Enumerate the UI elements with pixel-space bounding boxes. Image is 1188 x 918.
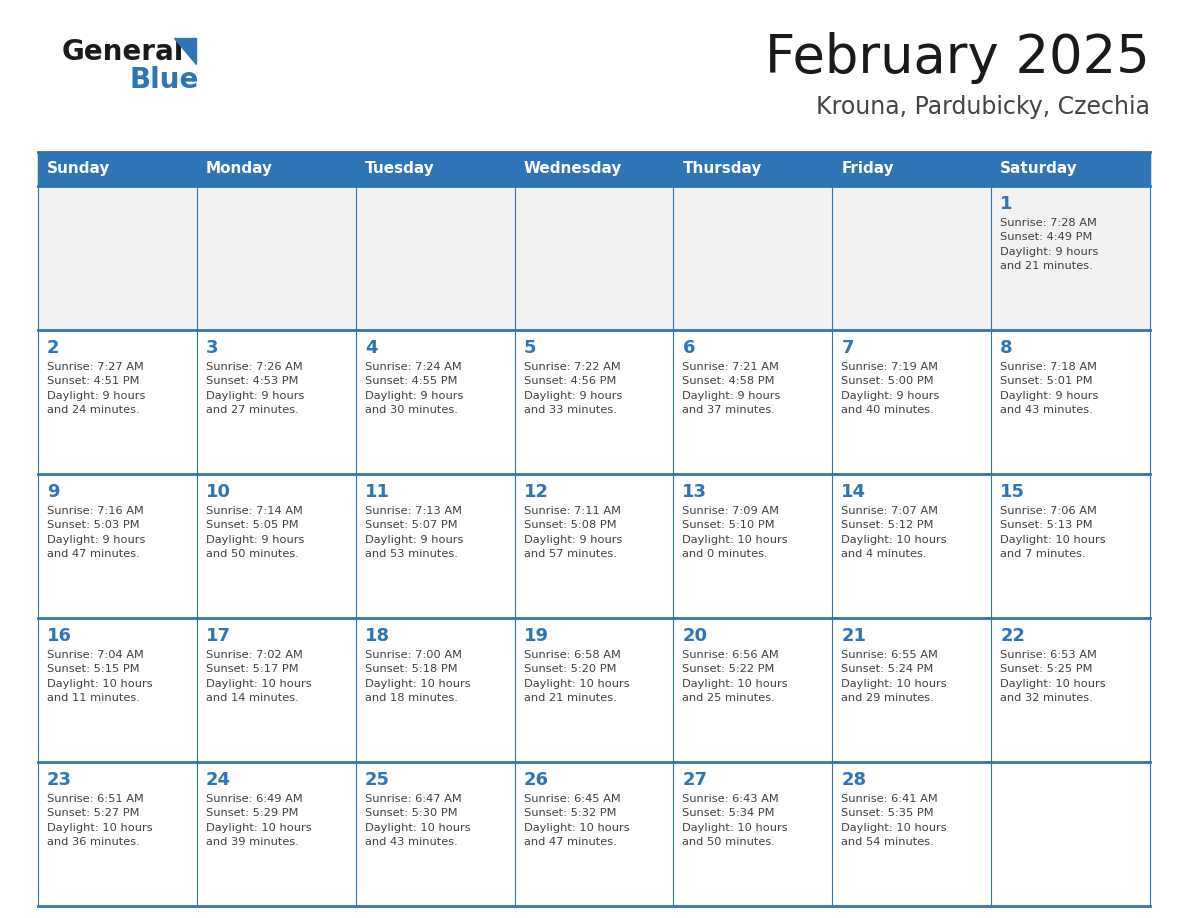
Text: Sunrise: 6:51 AM
Sunset: 5:27 PM
Daylight: 10 hours
and 36 minutes.: Sunrise: 6:51 AM Sunset: 5:27 PM Dayligh… xyxy=(48,794,152,847)
Text: Sunrise: 6:56 AM
Sunset: 5:22 PM
Daylight: 10 hours
and 25 minutes.: Sunrise: 6:56 AM Sunset: 5:22 PM Dayligh… xyxy=(682,650,788,703)
Text: 16: 16 xyxy=(48,627,72,645)
Text: Saturday: Saturday xyxy=(1000,162,1078,176)
Text: 13: 13 xyxy=(682,483,707,501)
Text: 14: 14 xyxy=(841,483,866,501)
Text: Friday: Friday xyxy=(841,162,893,176)
Text: 9: 9 xyxy=(48,483,59,501)
Polygon shape xyxy=(173,38,196,64)
Bar xyxy=(38,186,1150,330)
Text: Sunrise: 7:02 AM
Sunset: 5:17 PM
Daylight: 10 hours
and 14 minutes.: Sunrise: 7:02 AM Sunset: 5:17 PM Dayligh… xyxy=(206,650,311,703)
Text: 10: 10 xyxy=(206,483,230,501)
Text: Sunrise: 7:07 AM
Sunset: 5:12 PM
Daylight: 10 hours
and 4 minutes.: Sunrise: 7:07 AM Sunset: 5:12 PM Dayligh… xyxy=(841,506,947,559)
Text: Wednesday: Wednesday xyxy=(524,162,623,176)
Text: Sunrise: 7:21 AM
Sunset: 4:58 PM
Daylight: 9 hours
and 37 minutes.: Sunrise: 7:21 AM Sunset: 4:58 PM Dayligh… xyxy=(682,362,781,415)
Text: 7: 7 xyxy=(841,339,854,357)
Text: 8: 8 xyxy=(1000,339,1012,357)
Bar xyxy=(38,330,1150,474)
Text: Sunrise: 6:53 AM
Sunset: 5:25 PM
Daylight: 10 hours
and 32 minutes.: Sunrise: 6:53 AM Sunset: 5:25 PM Dayligh… xyxy=(1000,650,1106,703)
Text: 1: 1 xyxy=(1000,195,1012,213)
Text: Sunrise: 7:06 AM
Sunset: 5:13 PM
Daylight: 10 hours
and 7 minutes.: Sunrise: 7:06 AM Sunset: 5:13 PM Dayligh… xyxy=(1000,506,1106,559)
Text: Sunrise: 7:14 AM
Sunset: 5:05 PM
Daylight: 9 hours
and 50 minutes.: Sunrise: 7:14 AM Sunset: 5:05 PM Dayligh… xyxy=(206,506,304,559)
Text: 2: 2 xyxy=(48,339,59,357)
Text: 27: 27 xyxy=(682,771,707,789)
Text: Sunrise: 6:47 AM
Sunset: 5:30 PM
Daylight: 10 hours
and 43 minutes.: Sunrise: 6:47 AM Sunset: 5:30 PM Dayligh… xyxy=(365,794,470,847)
Text: Sunrise: 7:19 AM
Sunset: 5:00 PM
Daylight: 9 hours
and 40 minutes.: Sunrise: 7:19 AM Sunset: 5:00 PM Dayligh… xyxy=(841,362,940,415)
Text: Thursday: Thursday xyxy=(682,162,762,176)
Text: Sunrise: 6:49 AM
Sunset: 5:29 PM
Daylight: 10 hours
and 39 minutes.: Sunrise: 6:49 AM Sunset: 5:29 PM Dayligh… xyxy=(206,794,311,847)
Text: Sunrise: 6:43 AM
Sunset: 5:34 PM
Daylight: 10 hours
and 50 minutes.: Sunrise: 6:43 AM Sunset: 5:34 PM Dayligh… xyxy=(682,794,788,847)
Text: 25: 25 xyxy=(365,771,390,789)
Text: 20: 20 xyxy=(682,627,707,645)
Text: 28: 28 xyxy=(841,771,866,789)
Text: Sunrise: 6:58 AM
Sunset: 5:20 PM
Daylight: 10 hours
and 21 minutes.: Sunrise: 6:58 AM Sunset: 5:20 PM Dayligh… xyxy=(524,650,630,703)
Text: Sunrise: 7:24 AM
Sunset: 4:55 PM
Daylight: 9 hours
and 30 minutes.: Sunrise: 7:24 AM Sunset: 4:55 PM Dayligh… xyxy=(365,362,463,415)
Bar xyxy=(38,618,1150,762)
Text: Sunday: Sunday xyxy=(48,162,110,176)
Text: Tuesday: Tuesday xyxy=(365,162,435,176)
Text: 19: 19 xyxy=(524,627,549,645)
Text: 3: 3 xyxy=(206,339,219,357)
Text: 23: 23 xyxy=(48,771,72,789)
Text: Sunrise: 7:16 AM
Sunset: 5:03 PM
Daylight: 9 hours
and 47 minutes.: Sunrise: 7:16 AM Sunset: 5:03 PM Dayligh… xyxy=(48,506,145,559)
Text: Sunrise: 7:26 AM
Sunset: 4:53 PM
Daylight: 9 hours
and 27 minutes.: Sunrise: 7:26 AM Sunset: 4:53 PM Dayligh… xyxy=(206,362,304,415)
Text: Sunrise: 6:41 AM
Sunset: 5:35 PM
Daylight: 10 hours
and 54 minutes.: Sunrise: 6:41 AM Sunset: 5:35 PM Dayligh… xyxy=(841,794,947,847)
Text: Sunrise: 6:45 AM
Sunset: 5:32 PM
Daylight: 10 hours
and 47 minutes.: Sunrise: 6:45 AM Sunset: 5:32 PM Dayligh… xyxy=(524,794,630,847)
Bar xyxy=(38,474,1150,618)
Bar xyxy=(38,152,1150,186)
Text: 17: 17 xyxy=(206,627,230,645)
Text: 22: 22 xyxy=(1000,627,1025,645)
Text: Sunrise: 7:09 AM
Sunset: 5:10 PM
Daylight: 10 hours
and 0 minutes.: Sunrise: 7:09 AM Sunset: 5:10 PM Dayligh… xyxy=(682,506,788,559)
Text: Sunrise: 7:11 AM
Sunset: 5:08 PM
Daylight: 9 hours
and 57 minutes.: Sunrise: 7:11 AM Sunset: 5:08 PM Dayligh… xyxy=(524,506,623,559)
Text: Blue: Blue xyxy=(129,66,200,94)
Text: Monday: Monday xyxy=(206,162,273,176)
Text: 11: 11 xyxy=(365,483,390,501)
Text: General: General xyxy=(62,38,184,66)
Text: Krouna, Pardubicky, Czechia: Krouna, Pardubicky, Czechia xyxy=(816,95,1150,119)
Text: 5: 5 xyxy=(524,339,536,357)
Text: Sunrise: 7:27 AM
Sunset: 4:51 PM
Daylight: 9 hours
and 24 minutes.: Sunrise: 7:27 AM Sunset: 4:51 PM Dayligh… xyxy=(48,362,145,415)
Text: Sunrise: 7:22 AM
Sunset: 4:56 PM
Daylight: 9 hours
and 33 minutes.: Sunrise: 7:22 AM Sunset: 4:56 PM Dayligh… xyxy=(524,362,623,415)
Text: 18: 18 xyxy=(365,627,390,645)
Text: 4: 4 xyxy=(365,339,378,357)
Text: Sunrise: 7:18 AM
Sunset: 5:01 PM
Daylight: 9 hours
and 43 minutes.: Sunrise: 7:18 AM Sunset: 5:01 PM Dayligh… xyxy=(1000,362,1099,415)
Text: 6: 6 xyxy=(682,339,695,357)
Text: 21: 21 xyxy=(841,627,866,645)
Text: 15: 15 xyxy=(1000,483,1025,501)
Text: 24: 24 xyxy=(206,771,230,789)
Text: Sunrise: 7:00 AM
Sunset: 5:18 PM
Daylight: 10 hours
and 18 minutes.: Sunrise: 7:00 AM Sunset: 5:18 PM Dayligh… xyxy=(365,650,470,703)
Text: Sunrise: 7:04 AM
Sunset: 5:15 PM
Daylight: 10 hours
and 11 minutes.: Sunrise: 7:04 AM Sunset: 5:15 PM Dayligh… xyxy=(48,650,152,703)
Text: February 2025: February 2025 xyxy=(765,32,1150,84)
Text: 12: 12 xyxy=(524,483,549,501)
Text: Sunrise: 6:55 AM
Sunset: 5:24 PM
Daylight: 10 hours
and 29 minutes.: Sunrise: 6:55 AM Sunset: 5:24 PM Dayligh… xyxy=(841,650,947,703)
Bar xyxy=(38,762,1150,906)
Text: 26: 26 xyxy=(524,771,549,789)
Text: Sunrise: 7:13 AM
Sunset: 5:07 PM
Daylight: 9 hours
and 53 minutes.: Sunrise: 7:13 AM Sunset: 5:07 PM Dayligh… xyxy=(365,506,463,559)
Text: Sunrise: 7:28 AM
Sunset: 4:49 PM
Daylight: 9 hours
and 21 minutes.: Sunrise: 7:28 AM Sunset: 4:49 PM Dayligh… xyxy=(1000,218,1099,271)
